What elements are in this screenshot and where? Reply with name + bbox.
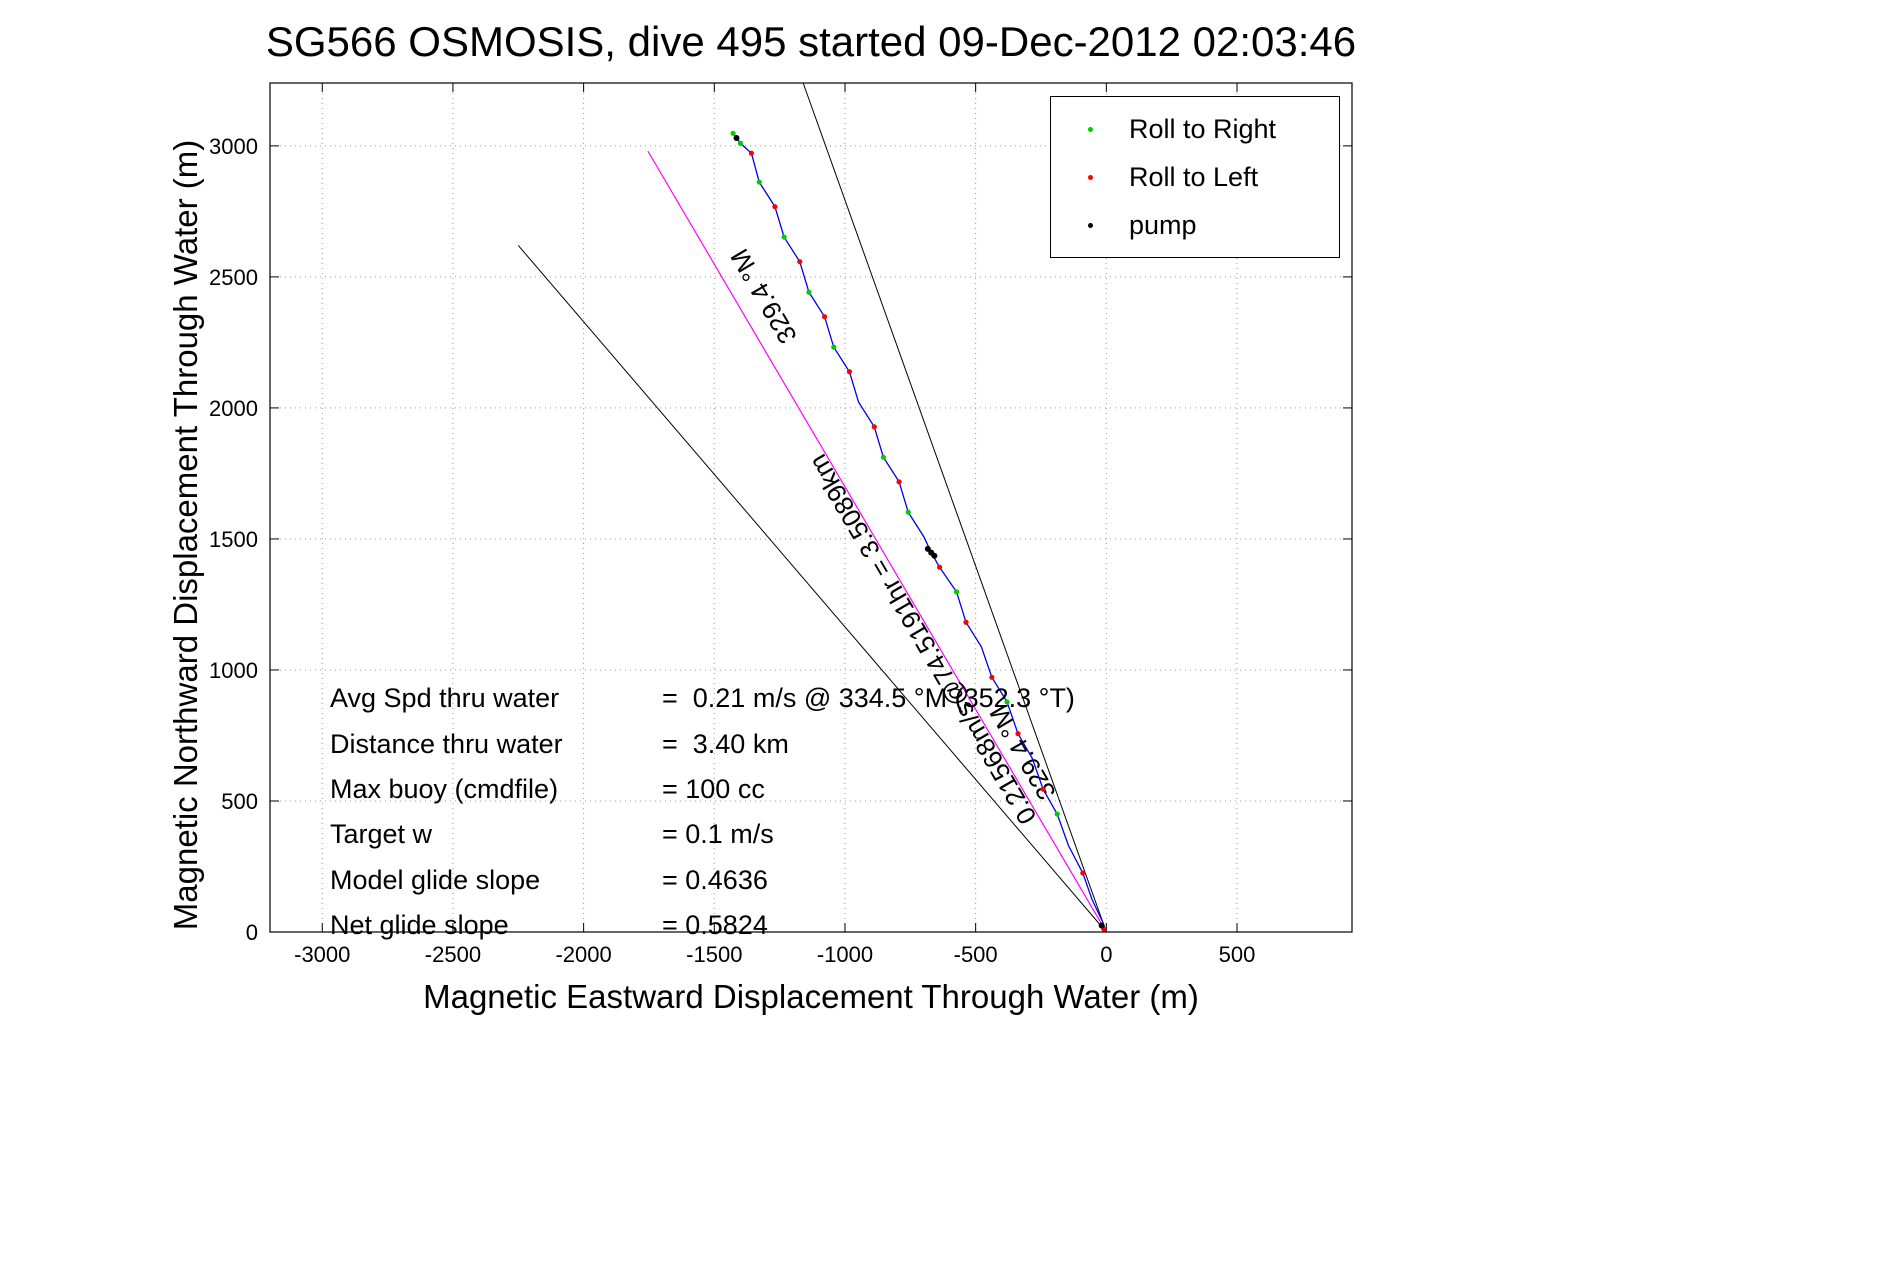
- roll-right-dot: [756, 179, 762, 185]
- stat-label: Distance thru water: [330, 728, 563, 759]
- dive-stats-block: Avg Spd thru water = 0.21 m/s @ 334.5 °M …: [330, 676, 1075, 948]
- roll-left-dot: [963, 619, 969, 625]
- roll-left-dot: [846, 369, 853, 375]
- roll-right-dot: [1054, 811, 1060, 817]
- roll-left-dot: [896, 479, 902, 485]
- legend-marker-dot-icon: [1051, 126, 1129, 132]
- x-tick-label: -2000: [555, 942, 611, 967]
- roll-right-dot: [730, 130, 736, 136]
- marker-dot-icon: [1087, 174, 1093, 180]
- roll-left-dot: [1080, 870, 1086, 876]
- stat-label: Target w: [330, 819, 433, 850]
- roll-left-dot: [821, 314, 828, 320]
- stat-value: = 100 cc: [662, 773, 765, 804]
- stat-row: Distance thru water = 3.40 km: [330, 721, 1075, 766]
- y-tick-label: 1500: [209, 527, 258, 552]
- stat-row: Target w = 0.1 m/s: [330, 812, 1075, 857]
- stat-row: Avg Spd thru water = 0.21 m/s @ 334.5 °M …: [330, 676, 1075, 721]
- y-axis-label: Magnetic Northward Displacement Through …: [167, 139, 204, 931]
- roll-left-dot: [748, 150, 755, 156]
- roll-left-dot: [1015, 731, 1021, 737]
- legend-marker-dot-icon: [1051, 174, 1129, 180]
- legend-item: Roll to Right: [1051, 105, 1339, 153]
- legend-label: Roll to Right: [1129, 113, 1277, 144]
- legend-item: Roll to Left: [1051, 153, 1339, 201]
- stat-value: = 3.40 km: [662, 728, 789, 759]
- x-axis-label: Magnetic Eastward Displacement Through W…: [423, 978, 1199, 1015]
- marker-dot-icon: [1087, 126, 1093, 132]
- x-tick-label: -500: [954, 942, 998, 967]
- pump-dot: [931, 552, 938, 559]
- y-tick-label: 2000: [209, 396, 258, 421]
- legend-label: pump: [1129, 209, 1197, 240]
- y-tick-label: 2500: [209, 265, 258, 290]
- stat-value: = 0.4636: [662, 864, 768, 895]
- legend-box: Roll to Right Roll to Left pump: [1050, 96, 1340, 258]
- pump-dot: [1098, 922, 1105, 929]
- stat-value: = 0.5824: [662, 910, 768, 941]
- roll-left-dot: [1040, 786, 1046, 792]
- stat-label: Avg Spd thru water: [330, 683, 560, 714]
- roll-right-dot: [806, 289, 812, 295]
- x-tick-label: -2500: [425, 942, 481, 967]
- stat-label: Model glide slope: [330, 864, 541, 895]
- x-tick-label: 0: [1100, 942, 1112, 967]
- roll-left-dot: [936, 564, 943, 570]
- legend-marker-dot-icon: [1051, 222, 1129, 228]
- roll-left-dot: [772, 204, 778, 210]
- roll-right-dot: [905, 509, 911, 515]
- y-tick-label: 1000: [209, 658, 258, 683]
- stat-row: Model glide slope = 0.4636: [330, 858, 1075, 903]
- fan-line: [802, 82, 1107, 933]
- roll-right-dot: [880, 454, 886, 460]
- bearing-annotation: 329.4 °M: [724, 244, 803, 349]
- stat-value: = 0.1 m/s: [662, 819, 774, 850]
- dive-track-line: [732, 132, 1107, 933]
- x-tick-label: 500: [1219, 942, 1256, 967]
- bearing-line: [647, 150, 1107, 933]
- legend-label: Roll to Left: [1129, 161, 1259, 192]
- pump-dot: [924, 545, 931, 552]
- stat-label: Max buoy (cmdfile): [330, 773, 559, 804]
- roll-right-dot: [831, 344, 837, 350]
- roll-right-dot: [953, 589, 960, 595]
- axes-box: [269, 82, 1353, 933]
- x-tick-label: -1000: [817, 942, 873, 967]
- y-tick-label: 3000: [209, 134, 258, 159]
- y-tick-label: 500: [221, 789, 258, 814]
- roll-left-dot: [871, 424, 877, 430]
- pump-dot: [733, 135, 740, 142]
- marker-dot-icon: [1087, 222, 1093, 228]
- roll-right-dot: [1004, 699, 1010, 705]
- roll-left-dot: [989, 674, 995, 680]
- stat-value: = 0.21 m/s @ 334.5 °M (352.3 °T): [662, 683, 1075, 714]
- stat-row: Max buoy (cmdfile) = 100 cc: [330, 767, 1075, 812]
- y-tick-label: 0: [246, 920, 258, 945]
- stat-row: Net glide slope = 0.5824: [330, 903, 1075, 948]
- x-tick-label: -3000: [294, 942, 350, 967]
- fan-line: [517, 245, 1107, 933]
- plot-title: SG566 OSMOSIS, dive 495 started 09-Dec-2…: [265, 18, 1357, 65]
- roll-right-dot: [781, 234, 787, 240]
- roll-right-dot: [737, 140, 744, 146]
- roll-left-dot: [797, 259, 803, 265]
- stat-label: Net glide slope: [330, 910, 509, 941]
- legend-item: pump: [1051, 201, 1339, 249]
- x-tick-label: -1500: [686, 942, 742, 967]
